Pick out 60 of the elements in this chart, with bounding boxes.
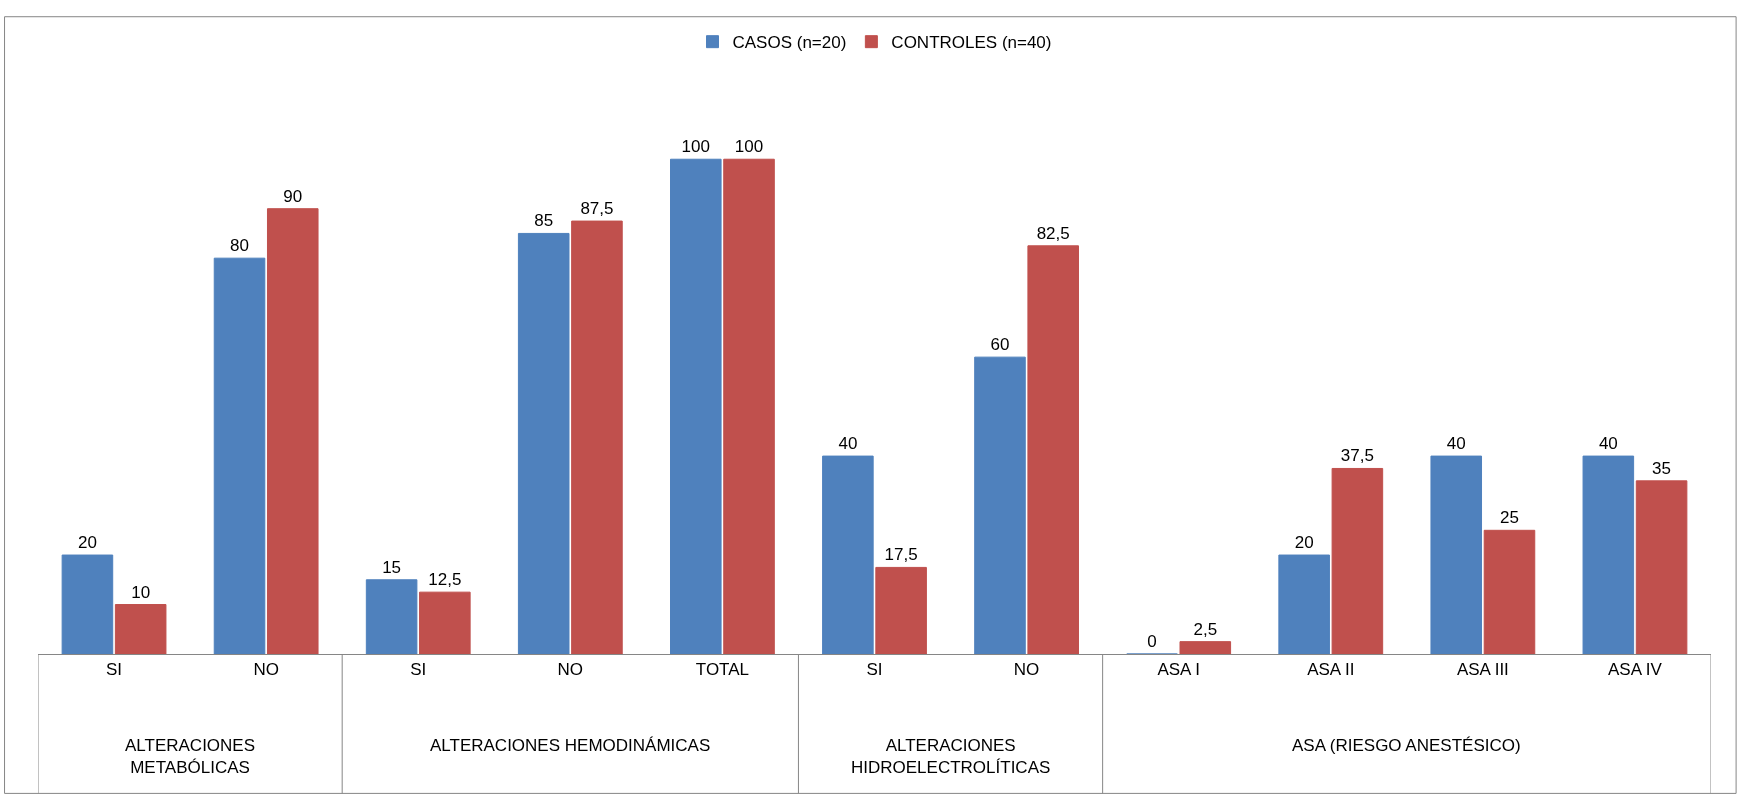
data-label: 25 bbox=[1500, 508, 1519, 528]
data-label: 40 bbox=[838, 434, 858, 454]
x-tick-label: SI bbox=[866, 660, 883, 680]
x-tick-label: TOTAL bbox=[695, 660, 750, 680]
x-tick-label: SI bbox=[106, 660, 123, 680]
text: ASA (RIESGO ANESTÉSICO) bbox=[1292, 736, 1521, 755]
x-tick-label: SI bbox=[410, 660, 427, 680]
bar bbox=[114, 604, 167, 654]
x-tick-label: ASA IV bbox=[1608, 660, 1663, 680]
bar bbox=[213, 257, 266, 654]
data-label: 40 bbox=[1598, 434, 1618, 454]
data-label: 10 bbox=[131, 582, 151, 602]
bar bbox=[419, 591, 471, 654]
bar bbox=[1582, 455, 1635, 654]
data-label: 80 bbox=[230, 236, 249, 256]
legend-label: CONTROLES (n=40) bbox=[891, 33, 1052, 53]
data-label: 15 bbox=[382, 557, 402, 577]
data-label: 0 bbox=[1147, 632, 1157, 651]
legend-label: CASOS (n=20) bbox=[732, 33, 847, 53]
x-tick-label: NO bbox=[1013, 660, 1040, 680]
bar bbox=[517, 232, 570, 654]
bar bbox=[571, 220, 623, 654]
bar bbox=[266, 208, 319, 654]
data-label: 12,5 bbox=[428, 570, 462, 590]
data-label: 17,5 bbox=[884, 545, 918, 565]
x-tick-label: ASA III bbox=[1456, 660, 1509, 680]
bar bbox=[670, 158, 722, 654]
bar bbox=[723, 158, 775, 654]
bar bbox=[1027, 245, 1079, 654]
text: ALTERACIONES HIDROELECTROLÍTICAS bbox=[851, 736, 1051, 778]
bar bbox=[61, 554, 114, 654]
x-tick-label: ASA II bbox=[1307, 660, 1355, 680]
bar bbox=[1331, 467, 1384, 654]
data-label: 20 bbox=[77, 533, 97, 553]
data-label: 2,5 bbox=[1193, 619, 1218, 639]
bar bbox=[822, 455, 874, 654]
x-tick-label: NO bbox=[253, 660, 279, 680]
bar bbox=[974, 356, 1026, 654]
bar bbox=[1278, 554, 1330, 654]
bar bbox=[875, 566, 927, 654]
bar bbox=[1179, 641, 1232, 654]
data-label: 35 bbox=[1652, 458, 1672, 478]
data-label: 85 bbox=[534, 211, 554, 231]
data-label: 82,5 bbox=[1036, 223, 1070, 243]
bar bbox=[365, 579, 418, 654]
x-tick-label: NO bbox=[557, 660, 584, 680]
text: ALTERACIONES METABÓLICAS bbox=[125, 736, 256, 778]
bar bbox=[1430, 455, 1483, 654]
data-label: 60 bbox=[990, 335, 1010, 355]
data-label: 100 bbox=[681, 137, 710, 157]
data-label: 40 bbox=[1446, 434, 1466, 454]
text: ALTERACIONES HEMODINÁMICAS bbox=[430, 736, 711, 755]
x-tick-label: ASA I bbox=[1157, 660, 1200, 680]
data-label: 20 bbox=[1294, 533, 1314, 553]
data-label: 87,5 bbox=[580, 199, 614, 219]
data-label: 90 bbox=[283, 186, 303, 206]
bar bbox=[1483, 529, 1536, 654]
data-label: 100 bbox=[734, 137, 764, 157]
bar bbox=[1635, 480, 1688, 654]
data-label: 37,5 bbox=[1340, 446, 1374, 466]
